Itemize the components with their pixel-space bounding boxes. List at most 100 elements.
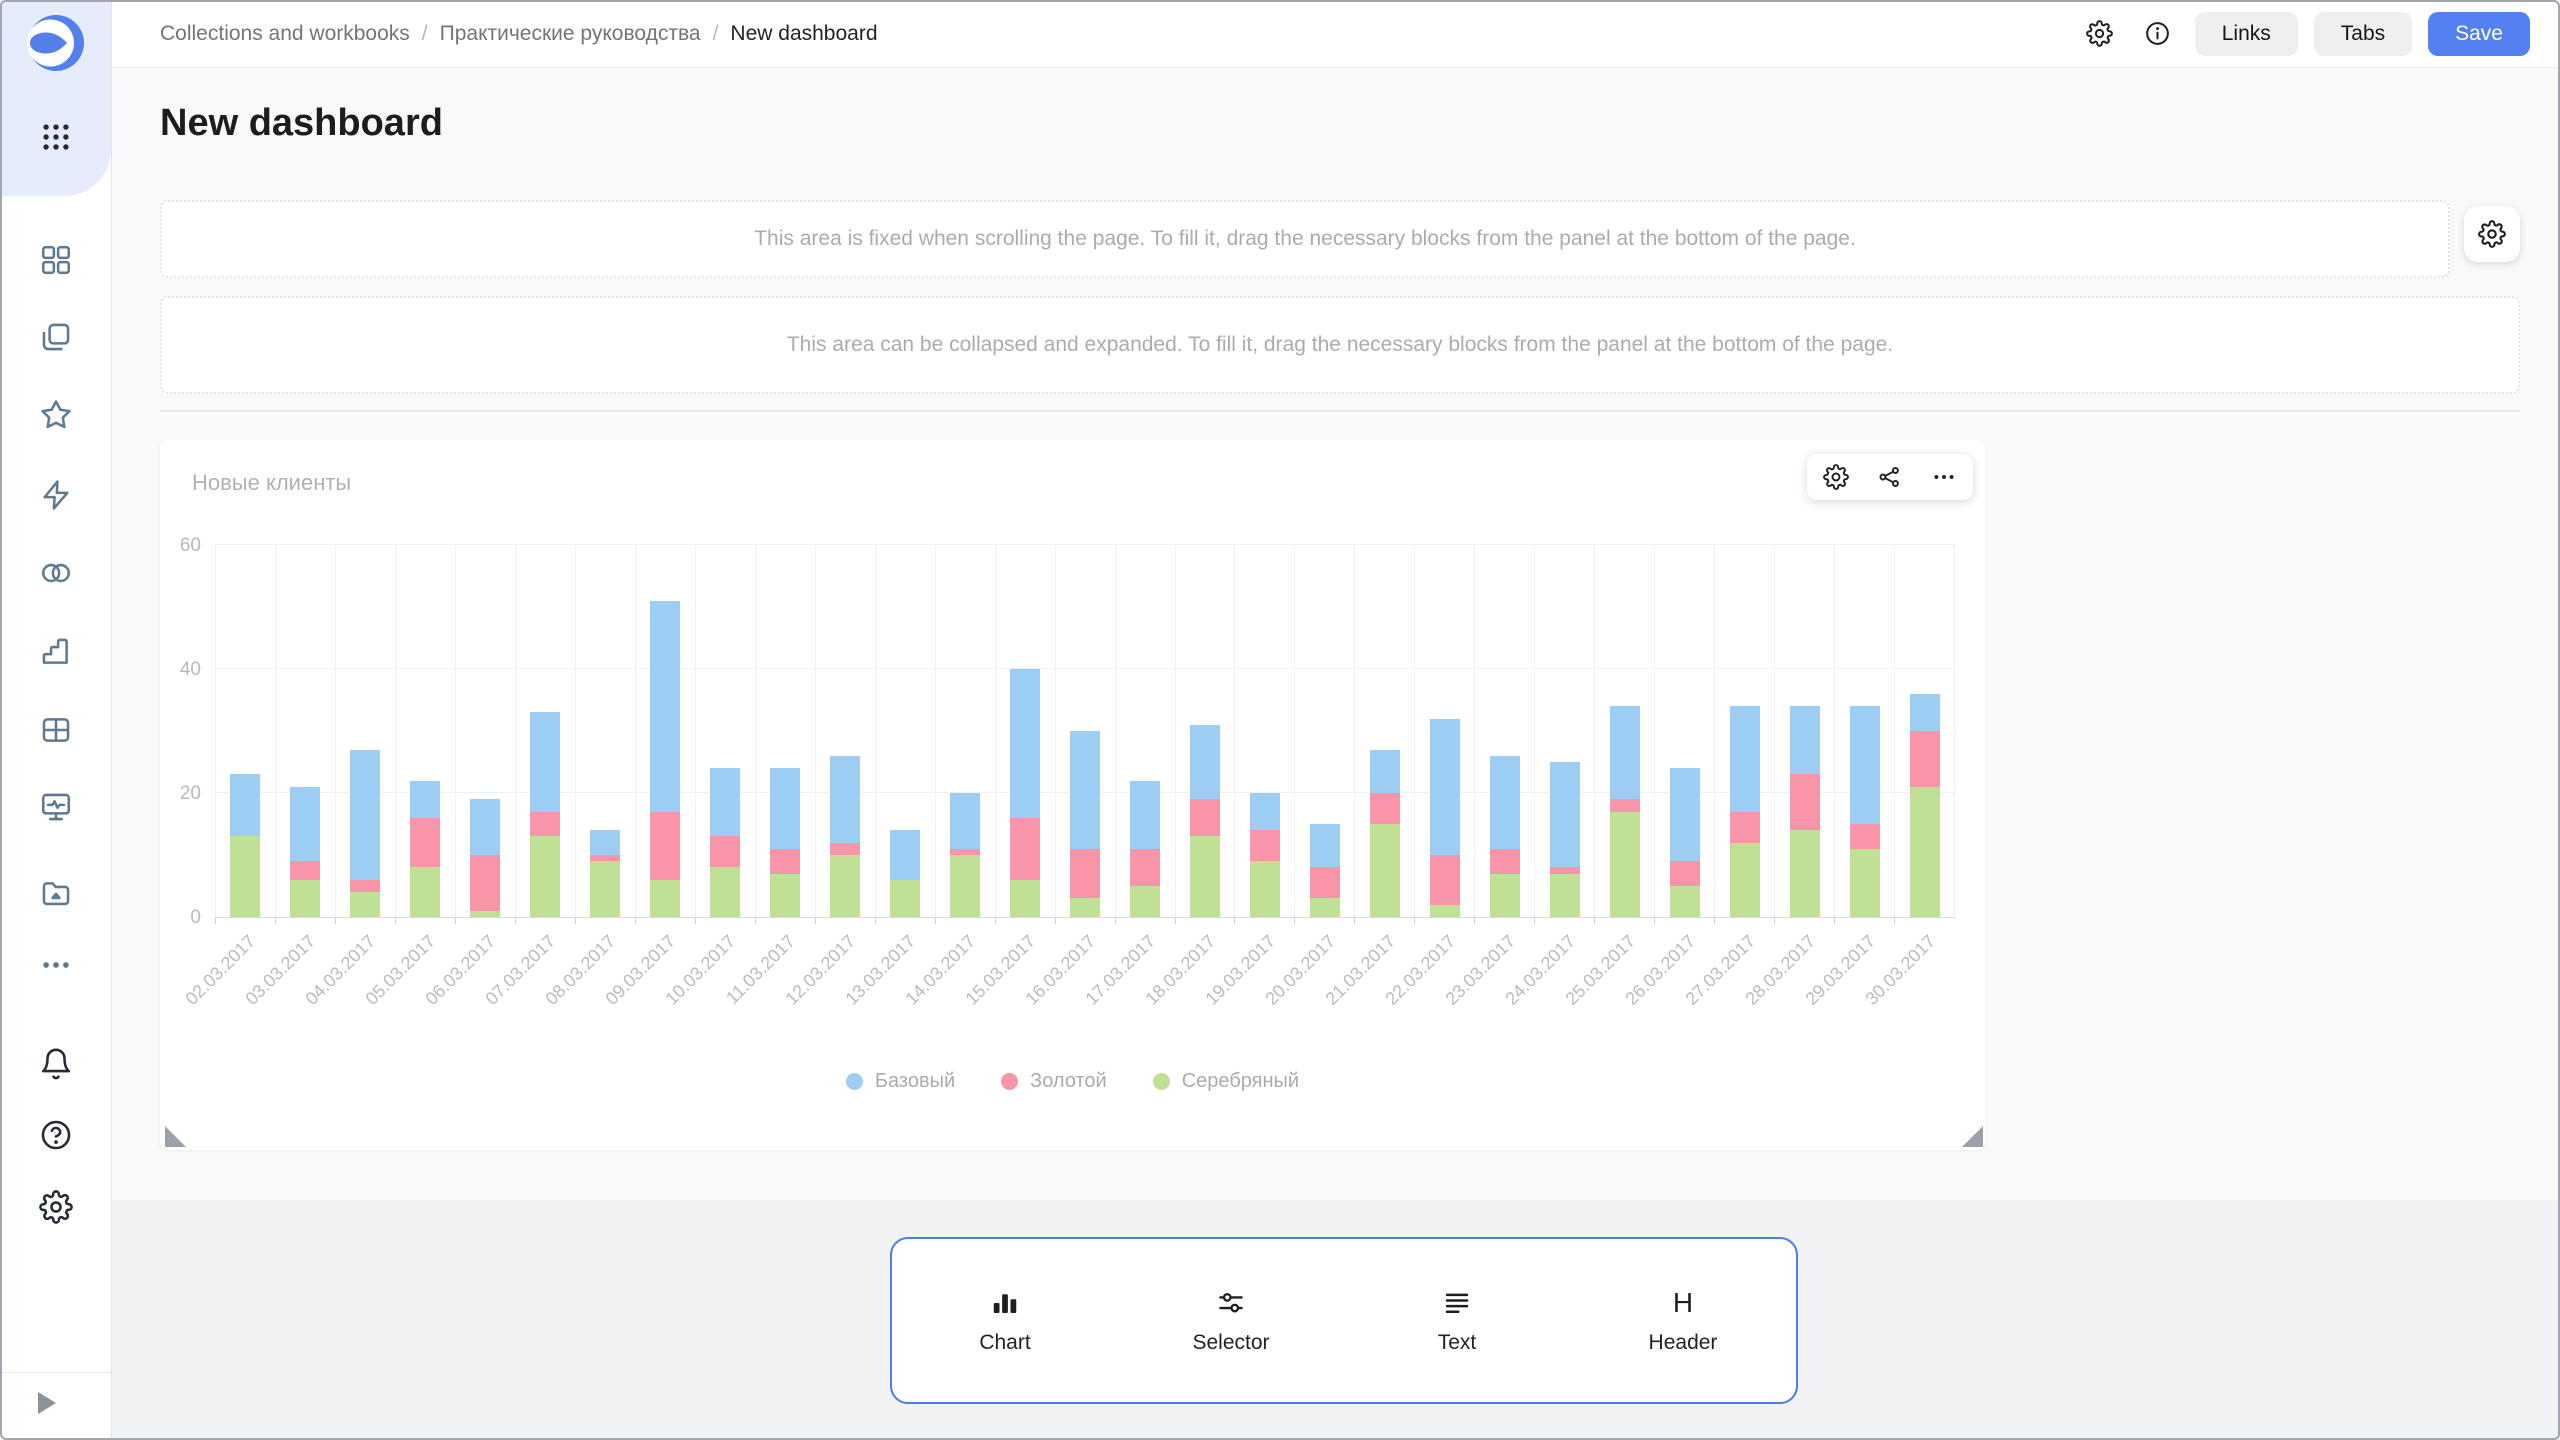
bar-segment (1669, 886, 1700, 917)
info-icon[interactable] (2137, 13, 2179, 55)
dock-item-text[interactable]: Text (1344, 1287, 1570, 1355)
bar-slot: 25.03.2017 (1561, 545, 1654, 1009)
tabs-button[interactable]: Tabs (2313, 11, 2413, 56)
bar-segment (1789, 706, 1820, 775)
bar-slot: 19.03.2017 (1201, 545, 1294, 1009)
workbooks-icon[interactable] (39, 320, 73, 354)
stacked-bar (950, 545, 981, 917)
bar-segment (950, 855, 981, 917)
editor-lightning-icon[interactable] (39, 478, 73, 512)
fixed-area-settings-button[interactable] (2464, 206, 2520, 262)
breadcrumb-current: New dashboard (730, 21, 878, 45)
links-button[interactable]: Links (2194, 11, 2298, 56)
bar-segment (530, 811, 561, 837)
settings-icon[interactable] (38, 1190, 73, 1224)
y-axis-label: 40 (179, 659, 201, 681)
bar-segment (890, 879, 921, 917)
chart-widget: Новые клиенты 0 20 40 60 02.03.2017 03.03.201… (160, 440, 1985, 1150)
expand-sidebar-icon[interactable] (38, 1392, 56, 1414)
y-axis-label: 60 (179, 535, 201, 557)
connections-icon[interactable] (39, 556, 73, 590)
datasets-table-icon[interactable] (39, 713, 73, 747)
widget-resize-handle-bottom-left[interactable] (165, 1126, 186, 1147)
bar-slot: 05.03.2017 (362, 545, 455, 1009)
storage-folder-icon[interactable] (39, 877, 73, 911)
breadcrumb: Collections and workbooks / Практические… (160, 22, 878, 46)
fixed-drop-area[interactable]: This area is fixed when scrolling the pa… (160, 200, 2450, 278)
bar-segment (710, 836, 741, 868)
bar-segment (1369, 793, 1400, 824)
widget-settings-gear-icon[interactable] (1821, 462, 1851, 492)
bar-segment (1429, 904, 1460, 917)
bar-chart-icon (989, 1287, 1021, 1319)
bar-segment (1669, 861, 1700, 886)
legend-item[interactable]: Серебряный (1152, 1070, 1299, 1093)
widget-toolbar (1807, 454, 1973, 500)
stacked-bar (770, 545, 801, 917)
bar-segment (1249, 793, 1280, 831)
sidebar (0, 0, 112, 1440)
bar-segment (710, 867, 741, 917)
bar-segment (1549, 873, 1580, 917)
dock-item-header[interactable]: H Header (1570, 1287, 1796, 1355)
dashboards-monitor-icon[interactable] (39, 790, 73, 824)
help-icon[interactable] (39, 1118, 73, 1152)
notifications-bell-icon[interactable] (39, 1047, 73, 1081)
stacked-bar (1489, 545, 1520, 917)
bar-slot: 11.03.2017 (722, 545, 815, 1008)
bar-slot: 18.03.2017 (1141, 545, 1235, 1009)
bar-segment (830, 755, 861, 843)
chart-legend: Базовый Золотой Серебряный (160, 1070, 1985, 1093)
stacked-bar (890, 545, 921, 917)
widget-resize-handle-bottom-right[interactable] (1962, 1126, 1983, 1147)
y-gridline (215, 668, 1955, 669)
stacked-bar (1669, 545, 1700, 917)
stacked-bar (1369, 545, 1400, 917)
collapsible-drop-area[interactable]: This area can be collapsed and expanded.… (160, 296, 2520, 394)
breadcrumb-workbook[interactable]: Практические руководства (439, 21, 701, 45)
legend-item[interactable]: Базовый (845, 1070, 955, 1093)
more-ellipsis-icon[interactable] (39, 948, 73, 982)
fixed-drop-area-hint: This area is fixed when scrolling the pa… (754, 227, 1856, 250)
bar-segment (590, 861, 621, 917)
bar-segment (350, 879, 381, 893)
bar-segment (530, 836, 561, 917)
bar-segment (1429, 855, 1460, 905)
stacked-bar (1789, 545, 1820, 917)
bar-slot: 20.03.2017 (1261, 545, 1354, 1009)
breadcrumb-collections[interactable]: Collections and workbooks (160, 21, 410, 45)
bar-segment (1909, 786, 1940, 917)
dock-item-chart[interactable]: Chart (892, 1287, 1118, 1355)
breadcrumb-separator: / (712, 21, 719, 45)
bar-segment (1070, 731, 1101, 849)
charts-icon[interactable] (39, 635, 73, 669)
text-lines-icon (1441, 1287, 1473, 1319)
bar-segment (1489, 873, 1520, 917)
bar-slot: 30.03.2017 (1861, 545, 1956, 1009)
dashboard-settings-gear-icon[interactable] (2079, 13, 2121, 55)
datalens-logo-icon[interactable] (26, 14, 85, 72)
stacked-bar (1249, 545, 1280, 917)
favorites-star-icon[interactable] (39, 398, 73, 432)
bar-segment (710, 768, 741, 837)
y-gridline (215, 544, 1955, 545)
bar-segment (1130, 780, 1161, 849)
widget-more-ellipsis-icon[interactable] (1929, 462, 1959, 492)
legend-item[interactable]: Золотой (1001, 1070, 1107, 1093)
bar-slot: 21.03.2017 (1321, 545, 1414, 1009)
bar-segment (1309, 898, 1340, 917)
save-button[interactable]: Save (2428, 11, 2530, 56)
dock-item-selector[interactable]: Selector (1118, 1287, 1344, 1355)
legend-label: Золотой (1030, 1070, 1107, 1092)
stacked-bar (470, 545, 501, 917)
bar-segment (590, 855, 621, 862)
y-axis-label: 20 (179, 783, 201, 805)
bar-segment (1010, 817, 1041, 880)
widget-links-relations-icon[interactable] (1875, 462, 1905, 492)
app-grid-icon[interactable] (39, 120, 73, 154)
stacked-bar (410, 545, 441, 917)
collections-icon[interactable] (39, 243, 73, 277)
bar-segment (1070, 848, 1101, 899)
bar-segment (1789, 830, 1820, 917)
bar-segment (650, 811, 681, 880)
